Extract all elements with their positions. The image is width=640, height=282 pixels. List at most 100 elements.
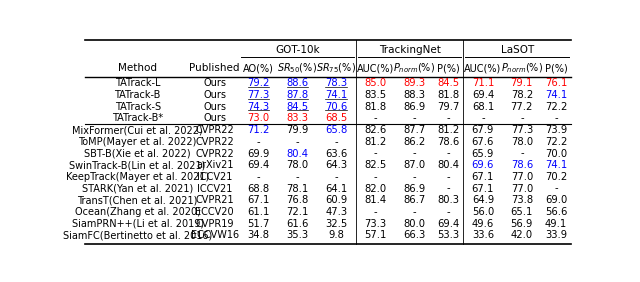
Text: 77.0: 77.0 xyxy=(511,172,533,182)
Text: 72.2: 72.2 xyxy=(545,137,567,147)
Text: 82.0: 82.0 xyxy=(364,184,387,193)
Text: 67.9: 67.9 xyxy=(472,125,494,135)
Text: -: - xyxy=(412,172,416,182)
Text: 86.9: 86.9 xyxy=(403,184,426,193)
Text: 78.0: 78.0 xyxy=(286,160,308,170)
Text: TATrack-L: TATrack-L xyxy=(115,78,161,88)
Text: -: - xyxy=(335,172,338,182)
Text: -: - xyxy=(520,113,524,124)
Text: SiamPRN++(Li et al. 2019): SiamPRN++(Li et al. 2019) xyxy=(72,219,204,229)
Text: 65.8: 65.8 xyxy=(325,125,348,135)
Text: -: - xyxy=(257,137,260,147)
Text: 68.5: 68.5 xyxy=(325,113,348,124)
Text: CVPR19: CVPR19 xyxy=(195,219,234,229)
Text: -: - xyxy=(520,149,524,158)
Text: -: - xyxy=(554,113,558,124)
Text: 84.5: 84.5 xyxy=(438,78,460,88)
Text: $P_{norm}$(%): $P_{norm}$(%) xyxy=(500,61,543,75)
Text: MixFormer(Cui et al. 2022): MixFormer(Cui et al. 2022) xyxy=(72,125,203,135)
Text: 63.6: 63.6 xyxy=(325,149,348,158)
Text: 89.3: 89.3 xyxy=(403,78,426,88)
Text: 87.7: 87.7 xyxy=(403,125,426,135)
Text: -: - xyxy=(412,207,416,217)
Text: 83.3: 83.3 xyxy=(287,113,308,124)
Text: -: - xyxy=(447,172,451,182)
Text: -: - xyxy=(481,113,484,124)
Text: SBT-B(Xie et al. 2022): SBT-B(Xie et al. 2022) xyxy=(84,149,191,158)
Text: 78.1: 78.1 xyxy=(286,184,308,193)
Text: 76.8: 76.8 xyxy=(286,195,308,205)
Text: 69.9: 69.9 xyxy=(247,149,269,158)
Text: 79.2: 79.2 xyxy=(247,78,269,88)
Text: -: - xyxy=(554,184,558,193)
Text: 35.3: 35.3 xyxy=(286,230,308,240)
Text: -: - xyxy=(412,113,416,124)
Text: 78.6: 78.6 xyxy=(438,137,460,147)
Text: 88.6: 88.6 xyxy=(286,78,308,88)
Text: 57.1: 57.1 xyxy=(364,230,387,240)
Text: AUC(%): AUC(%) xyxy=(356,63,394,73)
Text: 78.0: 78.0 xyxy=(511,137,533,147)
Text: 9.8: 9.8 xyxy=(328,230,344,240)
Text: 72.1: 72.1 xyxy=(286,207,308,217)
Text: KeepTrack(Mayer et al. 2021): KeepTrack(Mayer et al. 2021) xyxy=(66,172,209,182)
Text: 78.2: 78.2 xyxy=(511,90,533,100)
Text: 32.5: 32.5 xyxy=(325,219,348,229)
Text: 86.7: 86.7 xyxy=(403,195,426,205)
Text: ICCV21: ICCV21 xyxy=(197,184,232,193)
Text: 73.0: 73.0 xyxy=(248,113,269,124)
Text: ECCV20: ECCV20 xyxy=(195,207,234,217)
Text: TransT(Chen et al. 2021): TransT(Chen et al. 2021) xyxy=(77,195,198,205)
Text: 77.3: 77.3 xyxy=(511,125,533,135)
Text: 86.9: 86.9 xyxy=(403,102,426,112)
Text: 81.4: 81.4 xyxy=(364,195,387,205)
Text: -: - xyxy=(374,113,377,124)
Text: -: - xyxy=(374,207,377,217)
Text: 72.2: 72.2 xyxy=(545,102,567,112)
Text: 42.0: 42.0 xyxy=(511,230,533,240)
Text: 74.1: 74.1 xyxy=(325,90,348,100)
Text: 82.6: 82.6 xyxy=(364,125,387,135)
Text: 74.1: 74.1 xyxy=(545,90,567,100)
Text: 49.6: 49.6 xyxy=(472,219,494,229)
Text: 79.1: 79.1 xyxy=(511,78,533,88)
Text: 60.9: 60.9 xyxy=(325,195,348,205)
Text: 61.1: 61.1 xyxy=(247,207,269,217)
Text: 64.1: 64.1 xyxy=(325,184,348,193)
Text: 70.2: 70.2 xyxy=(545,172,567,182)
Text: Ours: Ours xyxy=(204,90,226,100)
Text: -: - xyxy=(374,149,377,158)
Text: ECCVW16: ECCVW16 xyxy=(191,230,239,240)
Text: -: - xyxy=(296,137,300,147)
Text: arXiv21: arXiv21 xyxy=(196,160,234,170)
Text: 77.2: 77.2 xyxy=(511,102,533,112)
Text: -: - xyxy=(447,184,451,193)
Text: 79.9: 79.9 xyxy=(286,125,308,135)
Text: 69.4: 69.4 xyxy=(438,219,460,229)
Text: $SR_{50}$(%): $SR_{50}$(%) xyxy=(278,61,317,75)
Text: 68.8: 68.8 xyxy=(248,184,269,193)
Text: 33.6: 33.6 xyxy=(472,230,494,240)
Text: 56.0: 56.0 xyxy=(472,207,494,217)
Text: AUC(%): AUC(%) xyxy=(464,63,502,73)
Text: 49.1: 49.1 xyxy=(545,219,567,229)
Text: 83.5: 83.5 xyxy=(364,90,387,100)
Text: 33.9: 33.9 xyxy=(545,230,567,240)
Text: 56.9: 56.9 xyxy=(511,219,533,229)
Text: 80.0: 80.0 xyxy=(403,219,425,229)
Text: 67.1: 67.1 xyxy=(472,184,494,193)
Text: 77.0: 77.0 xyxy=(511,184,533,193)
Text: 73.9: 73.9 xyxy=(545,125,567,135)
Text: 81.8: 81.8 xyxy=(438,90,460,100)
Text: SwinTrack-B(Lin et al. 2021): SwinTrack-B(Lin et al. 2021) xyxy=(70,160,206,170)
Text: 70.6: 70.6 xyxy=(325,102,348,112)
Text: 64.9: 64.9 xyxy=(472,195,494,205)
Text: 47.3: 47.3 xyxy=(325,207,348,217)
Text: 65.9: 65.9 xyxy=(472,149,494,158)
Text: 73.8: 73.8 xyxy=(511,195,533,205)
Text: CVPR21: CVPR21 xyxy=(195,195,234,205)
Text: 56.6: 56.6 xyxy=(545,207,567,217)
Text: 34.8: 34.8 xyxy=(248,230,269,240)
Text: -: - xyxy=(335,137,338,147)
Text: ToMP(Mayer et al. 2022): ToMP(Mayer et al. 2022) xyxy=(79,137,197,147)
